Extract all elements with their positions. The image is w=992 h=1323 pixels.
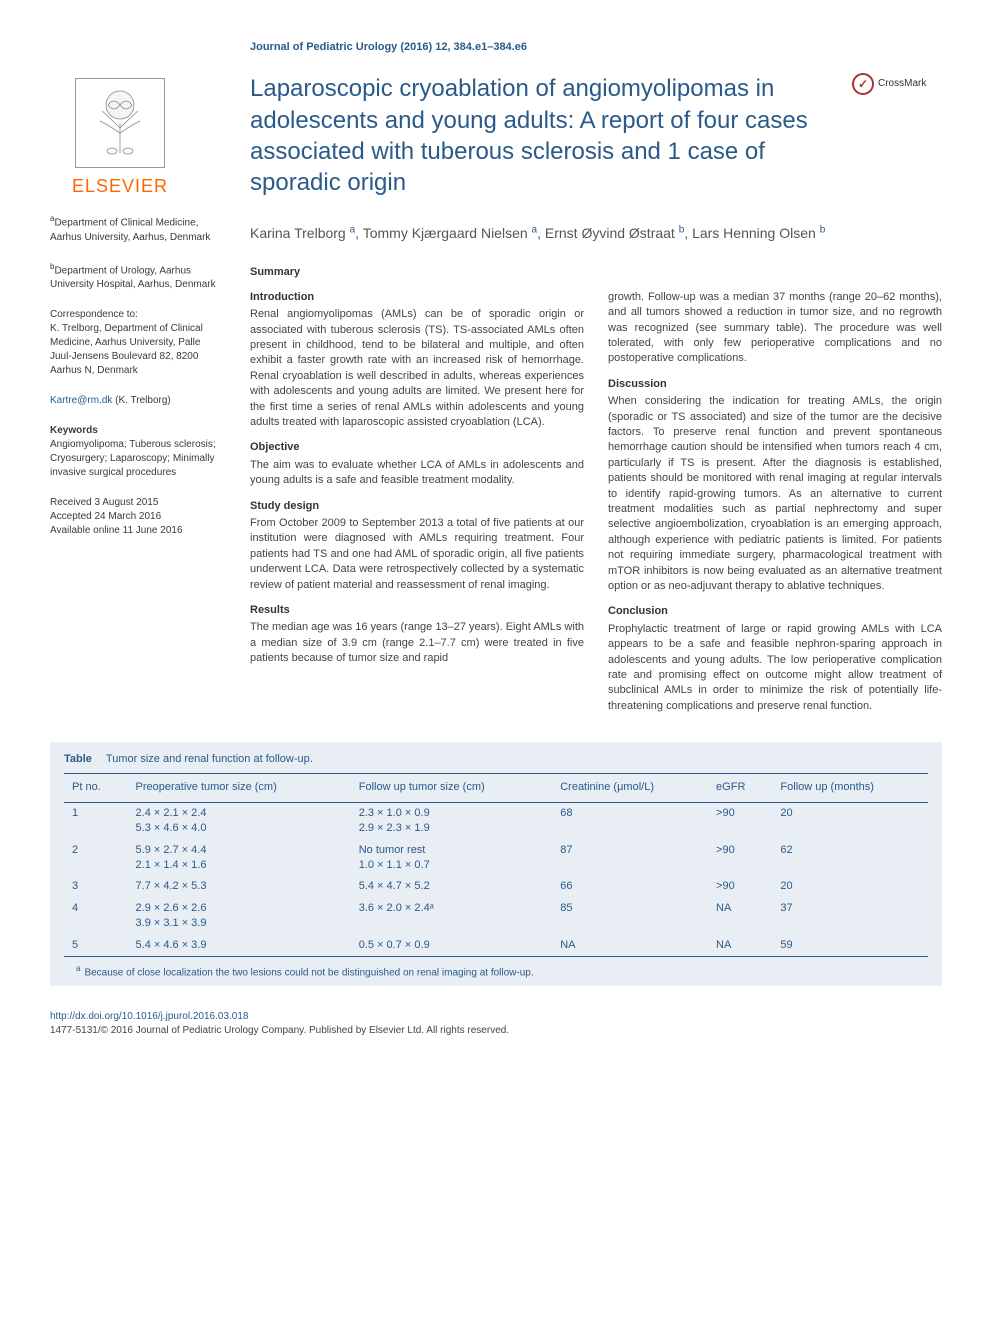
abstract-text: When considering the indication for trea… xyxy=(608,394,942,594)
keywords-text: Angiomyolipoma; Tuberous sclerosis; Cryo… xyxy=(50,438,222,480)
abstract-left-col: Introduction Renal angiomyolipomas (AMLs)… xyxy=(250,290,584,714)
table-cell: 1 xyxy=(64,802,128,839)
table-header: Creatinine (μmol/L) xyxy=(552,774,708,802)
article-title: Laparoscopic cryoablation of angiomyolip… xyxy=(250,73,832,198)
page-footer: http://dx.doi.org/10.1016/j.jpurol.2016.… xyxy=(50,1010,942,1038)
correspondence-email: Kartre@rm.dk (K. Trelborg) xyxy=(50,394,222,408)
abstract-right-col: growth. Follow-up was a median 37 months… xyxy=(608,290,942,714)
date-accepted: Accepted 24 March 2016 xyxy=(50,510,222,524)
crossmark-label: CrossMark xyxy=(878,77,926,91)
table-row: 12.4 × 2.1 × 2.45.3 × 4.6 × 4.02.3 × 1.0… xyxy=(64,802,928,839)
abstract-heading: Introduction xyxy=(250,290,584,305)
table-cell: >90 xyxy=(708,802,772,839)
table-cell: 20 xyxy=(772,876,928,897)
table-cell: 0.5 × 0.7 × 0.9 xyxy=(351,935,552,957)
abstract-heading: Objective xyxy=(250,440,584,455)
date-online: Available online 11 June 2016 xyxy=(50,524,222,538)
table-cell: 3 xyxy=(64,876,128,897)
main-content: Laparoscopic cryoablation of angiomyolip… xyxy=(250,73,942,714)
table-cell: 66 xyxy=(552,876,708,897)
summary-heading: Summary xyxy=(250,265,942,280)
author: Ernst Øyvind Østraat b xyxy=(545,225,684,241)
table-header: Follow up tumor size (cm) xyxy=(351,774,552,802)
table-cell: No tumor rest1.0 × 1.1 × 0.7 xyxy=(351,840,552,877)
abstract-text: The aim was to evaluate whether LCA of A… xyxy=(250,458,584,489)
affiliation-b: bDepartment of Urology, Aarhus Universit… xyxy=(50,261,222,292)
abstract-text: Renal angiomyolipomas (AMLs) can be of s… xyxy=(250,307,584,430)
table-cell: 4 xyxy=(64,898,128,935)
data-table: Pt no.Preoperative tumor size (cm)Follow… xyxy=(64,773,928,957)
main-layout: ELSEVIER aDepartment of Clinical Medicin… xyxy=(50,73,942,714)
table-cell: 3.6 × 2.0 × 2.4ᵃ xyxy=(351,898,552,935)
table-cell: 2 xyxy=(64,840,128,877)
table-cell: 7.7 × 4.2 × 5.3 xyxy=(128,876,351,897)
article-dates: Received 3 August 2015 Accepted 24 March… xyxy=(50,496,222,538)
table-cell: >90 xyxy=(708,876,772,897)
table-cell: 20 xyxy=(772,802,928,839)
abstract-columns: Introduction Renal angiomyolipomas (AMLs)… xyxy=(250,290,942,714)
affiliation-a: aDepartment of Clinical Medicine, Aarhus… xyxy=(50,213,222,244)
author: Lars Henning Olsen b xyxy=(692,225,825,241)
table-header: Preoperative tumor size (cm) xyxy=(128,774,351,802)
sidebar: ELSEVIER aDepartment of Clinical Medicin… xyxy=(50,73,222,714)
table-cell: 5.4 × 4.7 × 5.2 xyxy=(351,876,552,897)
table-cell: 2.9 × 2.6 × 2.63.9 × 3.1 × 3.9 xyxy=(128,898,351,935)
table-caption: TableTumor size and renal function at fo… xyxy=(64,752,928,767)
doi-link[interactable]: http://dx.doi.org/10.1016/j.jpurol.2016.… xyxy=(50,1011,248,1022)
correspondence: Correspondence to: K. Trelborg, Departme… xyxy=(50,308,222,378)
table-cell: >90 xyxy=(708,840,772,877)
table-cell: 37 xyxy=(772,898,928,935)
abstract-text: The median age was 16 years (range 13–27… xyxy=(250,620,584,666)
table-cell: 2.4 × 2.1 × 2.45.3 × 4.6 × 4.0 xyxy=(128,802,351,839)
author: Karina Trelborg a xyxy=(250,225,355,241)
table-cell: NA xyxy=(708,935,772,957)
publisher-logo: ELSEVIER xyxy=(50,73,190,203)
journal-reference: Journal of Pediatric Urology (2016) 12, … xyxy=(250,40,942,55)
table-cell: 2.3 × 1.0 × 0.92.9 × 2.3 × 1.9 xyxy=(351,802,552,839)
publisher-name: ELSEVIER xyxy=(72,174,168,199)
date-received: Received 3 August 2015 xyxy=(50,496,222,510)
keywords-label: Keywords xyxy=(50,424,222,438)
table-row: 37.7 × 4.2 × 5.35.4 × 4.7 × 5.266>9020 xyxy=(64,876,928,897)
table-header: eGFR xyxy=(708,774,772,802)
email-person: (K. Trelborg) xyxy=(115,395,171,406)
table-footnote: aBecause of close localization the two l… xyxy=(64,957,928,982)
abstract-heading: Results xyxy=(250,603,584,618)
table-cell: 87 xyxy=(552,840,708,877)
table-cell: 85 xyxy=(552,898,708,935)
issn-copyright: 1477-5131/© 2016 Journal of Pediatric Ur… xyxy=(50,1025,509,1036)
abstract-text: From October 2009 to September 2013 a to… xyxy=(250,516,584,593)
table-row: 42.9 × 2.6 × 2.63.9 × 3.1 × 3.93.6 × 2.0… xyxy=(64,898,928,935)
author: Tommy Kjærgaard Nielsen a xyxy=(363,225,537,241)
table-cell: 5 xyxy=(64,935,128,957)
table-header: Follow up (months) xyxy=(772,774,928,802)
abstract-text: Prophylactic treatment of large or rapid… xyxy=(608,622,942,714)
table-cell: 62 xyxy=(772,840,928,877)
table-header: Pt no. xyxy=(64,774,128,802)
keywords: Keywords Angiomyolipoma; Tuberous sclero… xyxy=(50,424,222,480)
elsevier-tree-icon xyxy=(75,78,165,168)
correspondence-text: K. Trelborg, Department of Clinical Medi… xyxy=(50,322,222,378)
correspondence-label: Correspondence to: xyxy=(50,308,222,322)
abstract-heading: Conclusion xyxy=(608,604,942,619)
crossmark-icon: ✓ xyxy=(852,73,874,95)
email-link[interactable]: Kartre@rm.dk xyxy=(50,395,112,406)
summary-table: TableTumor size and renal function at fo… xyxy=(50,742,942,986)
table-cell: 5.4 × 4.6 × 3.9 xyxy=(128,935,351,957)
table-cell: NA xyxy=(552,935,708,957)
table-cell: 5.9 × 2.7 × 4.42.1 × 1.4 × 1.6 xyxy=(128,840,351,877)
abstract-heading: Discussion xyxy=(608,377,942,392)
table-cell: 59 xyxy=(772,935,928,957)
table-cell: 68 xyxy=(552,802,708,839)
abstract-text: growth. Follow-up was a median 37 months… xyxy=(608,290,942,367)
table-row: 25.9 × 2.7 × 4.42.1 × 1.4 × 1.6No tumor … xyxy=(64,840,928,877)
crossmark-badge[interactable]: ✓ CrossMark xyxy=(852,73,942,95)
table-row: 55.4 × 4.6 × 3.90.5 × 0.7 × 0.9NANA59 xyxy=(64,935,928,957)
author-list: Karina Trelborg a, Tommy Kjærgaard Niels… xyxy=(250,222,942,244)
table-cell: NA xyxy=(708,898,772,935)
abstract-heading: Study design xyxy=(250,499,584,514)
